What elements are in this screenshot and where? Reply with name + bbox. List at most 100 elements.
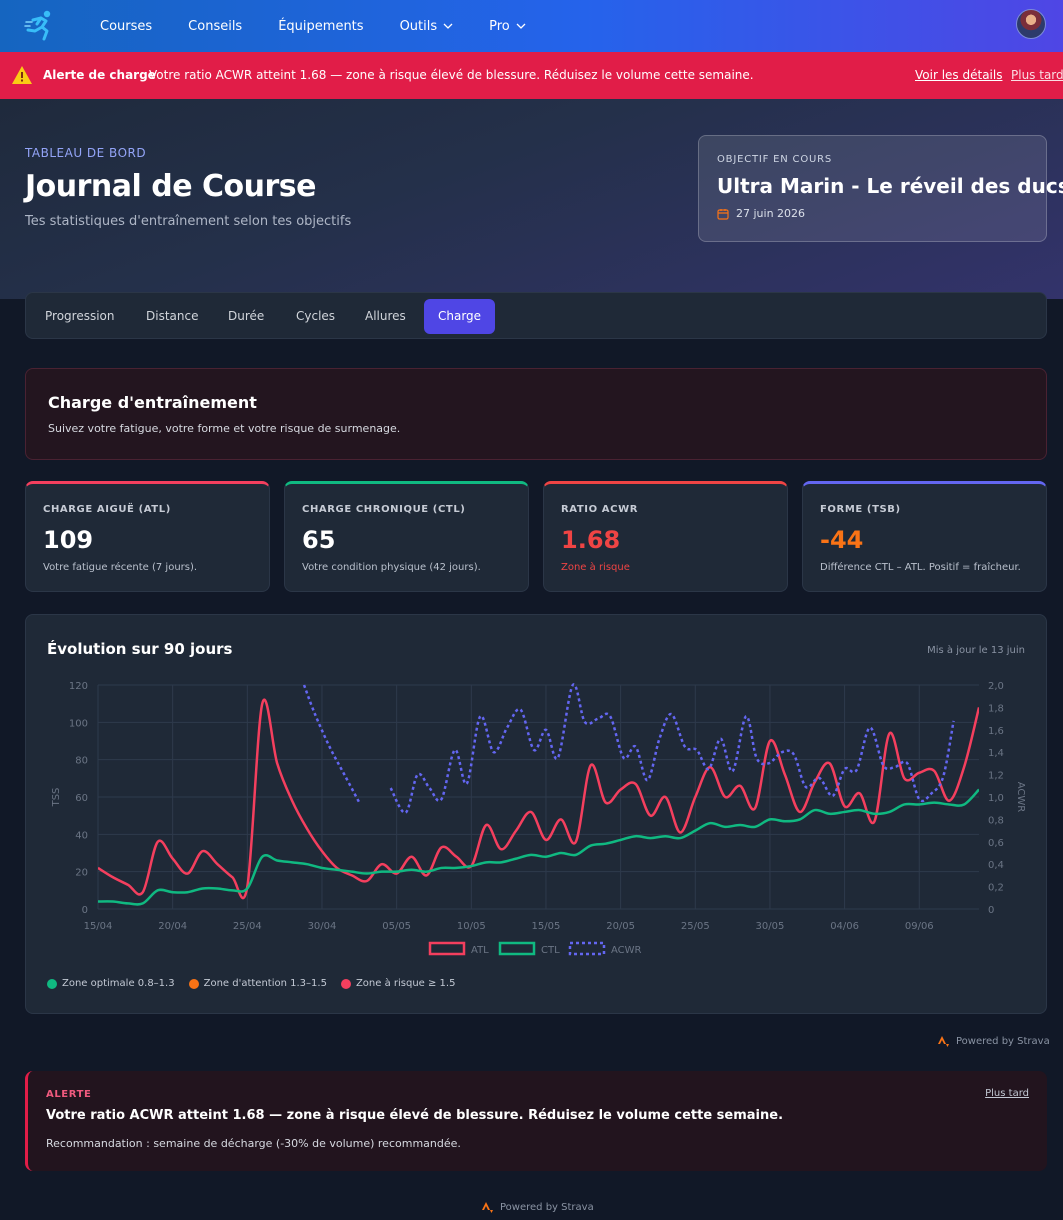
y2-tick-label: 0,6 [988,838,1004,849]
y2-tick-label: 0,2 [988,883,1004,894]
series-line-acwr [302,684,361,804]
load-chart[interactable]: 0 20 40 60 80 100 120 0 0,2 0,4 0,6 0,8 1,0 1,2 1,4 1,6… [26,615,1048,965]
x-tick-label: 15/04 [84,921,113,932]
alert-title: Votre ratio ACWR atteint 1.68 — zone à r… [46,1108,784,1123]
zone-risk: Zone à risque ≥ 1.5 [340,978,455,989]
tab-bar: Progression Distance Durée Cycles Allure… [25,292,1047,339]
nav-link-conseils[interactable]: Conseils [188,19,242,34]
nav-link-label: Conseils [188,18,243,34]
dashboard-eyebrow: TABLEAU DE BORD [25,146,147,160]
stat-card-acwr: RATIO ACWR 1.68 Zone à risque [543,481,788,592]
y-tick-label: 20 [75,868,88,879]
nav-link-outils[interactable]: Outils [400,19,454,34]
stat-value: 65 [302,526,336,554]
stat-value: 109 [43,526,94,554]
stat-desc: Différence CTL – ATL. Positif = fraîcheu… [820,562,1021,573]
nav-link-label: Outils [399,18,438,34]
alert-later-link[interactable]: Plus tard [985,1088,1029,1099]
y2-tick-label: 2,0 [988,681,1004,692]
x-tick-label: 10/05 [457,921,486,932]
hero: TABLEAU DE BORD Journal de Course Tes st… [0,99,1063,299]
legend-swatch [568,941,606,956]
x-tick-label: 25/04 [233,921,262,932]
stat-label: FORME (TSB) [820,504,901,515]
tab-allures[interactable]: Allures [365,309,406,323]
legend-label: ATL [471,945,489,956]
runner-logo-icon[interactable] [24,9,56,41]
alert-card: ALERTE Votre ratio ACWR atteint 1.68 — z… [25,1071,1047,1171]
stat-card-atl: CHARGE AIGUË (ATL) 109 Votre fatigue réc… [25,481,270,592]
nav-link-pro[interactable]: Pro [489,19,526,34]
banner-text: Votre ratio ACWR atteint 1.68 — zone à r… [149,68,754,82]
tab-cycles[interactable]: Cycles [296,309,336,323]
current-goal-card[interactable]: OBJECTIF EN COURS Ultra Marin - Le révei… [698,135,1063,242]
stat-label: CHARGE AIGUË (ATL) [43,504,171,515]
y2-tick-label: 1,6 [988,726,1004,737]
tab-progression[interactable]: Progression [45,309,115,323]
tab-distance[interactable]: Distance [146,309,199,323]
stat-label: RATIO ACWR [561,504,638,515]
x-tick-label: 25/05 [681,921,710,932]
nav-link-label: Courses [100,18,153,34]
alert-banner: Alerte de charge Votre ratio ACWR attein… [0,52,1063,99]
nav-link-courses[interactable]: Courses [100,19,152,34]
y2-tick-label: 0 [988,905,994,916]
strava-icon [482,1202,493,1213]
y2-tick-label: 1,0 [988,793,1004,804]
y-tick-label: 80 [75,756,88,767]
alert-recommendation: Recommandation : semaine de décharge (-3… [46,1137,461,1150]
goal-date-text: 27 juin 2026 [736,207,806,220]
x-tick-label: 30/05 [756,921,785,932]
x-tick-label: 20/05 [606,921,635,932]
series-line-atl [98,698,979,900]
y2-tick-label: 1,4 [988,748,1004,759]
y-tick-label: 0 [82,905,88,916]
tab-charge[interactable]: Charge [424,299,496,334]
nav-link-equipements[interactable]: Équipements [278,19,363,34]
zone-attention: Zone d'attention 1.3–1.5 [188,978,327,989]
tab-duree[interactable]: Durée [228,309,265,323]
view-details-link[interactable]: Voir les détails [915,68,1003,82]
x-tick-label: 09/06 [905,921,934,932]
page-title: Journal de Course [25,169,317,204]
goal-label: OBJECTIF EN COURS [717,154,833,165]
avatar[interactable] [1016,9,1046,39]
goal-name: Ultra Marin - Le réveil des ducs [717,174,1063,198]
x-tick-label: 15/05 [532,921,561,932]
zone-label: Zone d'attention 1.3–1.5 [203,978,327,989]
legend-swatch [498,941,536,956]
y-tick-label: 100 [69,718,88,729]
x-tick-label: 05/05 [382,921,411,932]
stat-value: 1.68 [561,526,621,554]
y-axis-label: TSS [51,788,62,808]
x-tick-label: 30/04 [308,921,337,932]
section-header: Charge d'entraînement Suivez votre fatig… [25,368,1047,460]
zone-legend: Zone optimale 0.8–1.3 Zone d'attention 1… [47,978,469,989]
stat-label: CHARGE CHRONIQUE (CTL) [302,504,466,515]
later-link[interactable]: Plus tard [1011,68,1063,82]
zone-label: Zone optimale 0.8–1.3 [62,978,175,989]
powered-text: Powered by Strava [956,1035,1050,1047]
y2-tick-label: 1,2 [988,771,1004,782]
y2-axis-label: ACWR [1015,782,1026,813]
y-tick-label: 60 [75,793,88,804]
chart-title: Évolution sur 90 jours [47,640,233,658]
nav-link-label: Équipements [278,18,364,34]
powered-by-strava-footer[interactable]: Powered by Strava [482,1201,594,1213]
strava-icon [938,1036,949,1047]
powered-by-strava[interactable]: Powered by Strava [938,1035,1050,1047]
top-nav: Courses Conseils Équipements Outils Pro [0,0,1063,52]
section-title: Charge d'entraînement [48,393,257,412]
stat-desc: Zone à risque [561,562,630,573]
series-line-ctl [98,788,979,906]
zone-dot [188,978,199,989]
warning-icon [12,66,32,84]
zone-dot [340,978,351,989]
chevron-down-icon [516,23,526,29]
x-tick-label: 04/06 [830,921,859,932]
stat-desc: Votre condition physique (42 jours). [302,562,481,573]
nav-link-label: Pro [489,18,510,34]
banner-title: Alerte de charge [43,68,156,82]
stat-value: -44 [820,526,864,554]
y-tick-label: 120 [69,681,88,692]
